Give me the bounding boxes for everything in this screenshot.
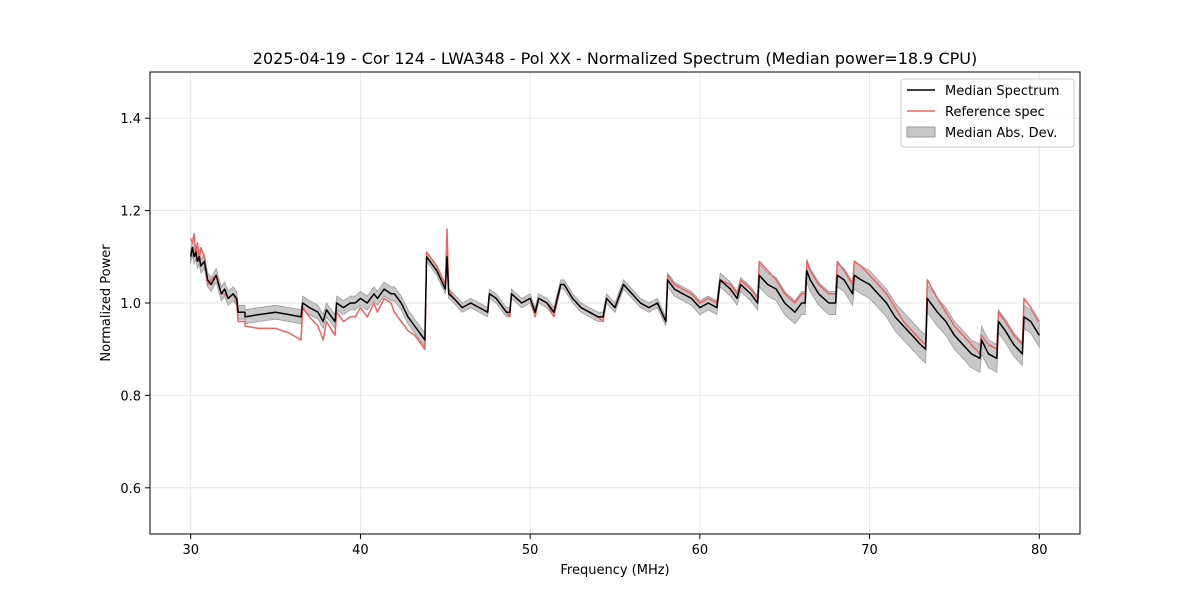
x-tick-label: 70 xyxy=(861,543,878,558)
legend-median-label: Median Spectrum xyxy=(945,84,1059,99)
y-tick-label: 0.8 xyxy=(120,389,141,404)
y-axis-label: Normalized Power xyxy=(99,244,114,362)
y-tick-label: 0.6 xyxy=(120,482,141,497)
legend-mad-label: Median Abs. Dev. xyxy=(945,126,1057,141)
y-tick-label: 1.2 xyxy=(120,205,141,220)
legend-reference-label: Reference spec xyxy=(945,105,1045,120)
x-tick-label: 60 xyxy=(692,543,709,558)
x-tick-label: 40 xyxy=(352,543,369,558)
chart-title: 2025-04-19 - Cor 124 - LWA348 - Pol XX -… xyxy=(253,49,977,68)
x-axis-label: Frequency (MHz) xyxy=(560,563,669,578)
legend-mad-swatch xyxy=(906,126,936,138)
x-tick-label: 50 xyxy=(522,543,539,558)
y-axis-ticks: 0.6 0.8 1.0 1.2 1.4 xyxy=(120,112,150,497)
legend: Median Spectrum Reference spec Median Ab… xyxy=(900,78,1075,148)
y-tick-label: 1.4 xyxy=(120,112,141,127)
median-spectrum-line xyxy=(189,246,1040,360)
x-axis-ticks: 30 40 50 60 70 80 xyxy=(182,534,1048,558)
median-line-group xyxy=(189,246,1040,360)
legend-box xyxy=(900,78,1075,148)
x-tick-label: 80 xyxy=(1031,543,1048,558)
y-tick-label: 1.0 xyxy=(120,297,141,312)
x-tick-label: 30 xyxy=(182,543,199,558)
